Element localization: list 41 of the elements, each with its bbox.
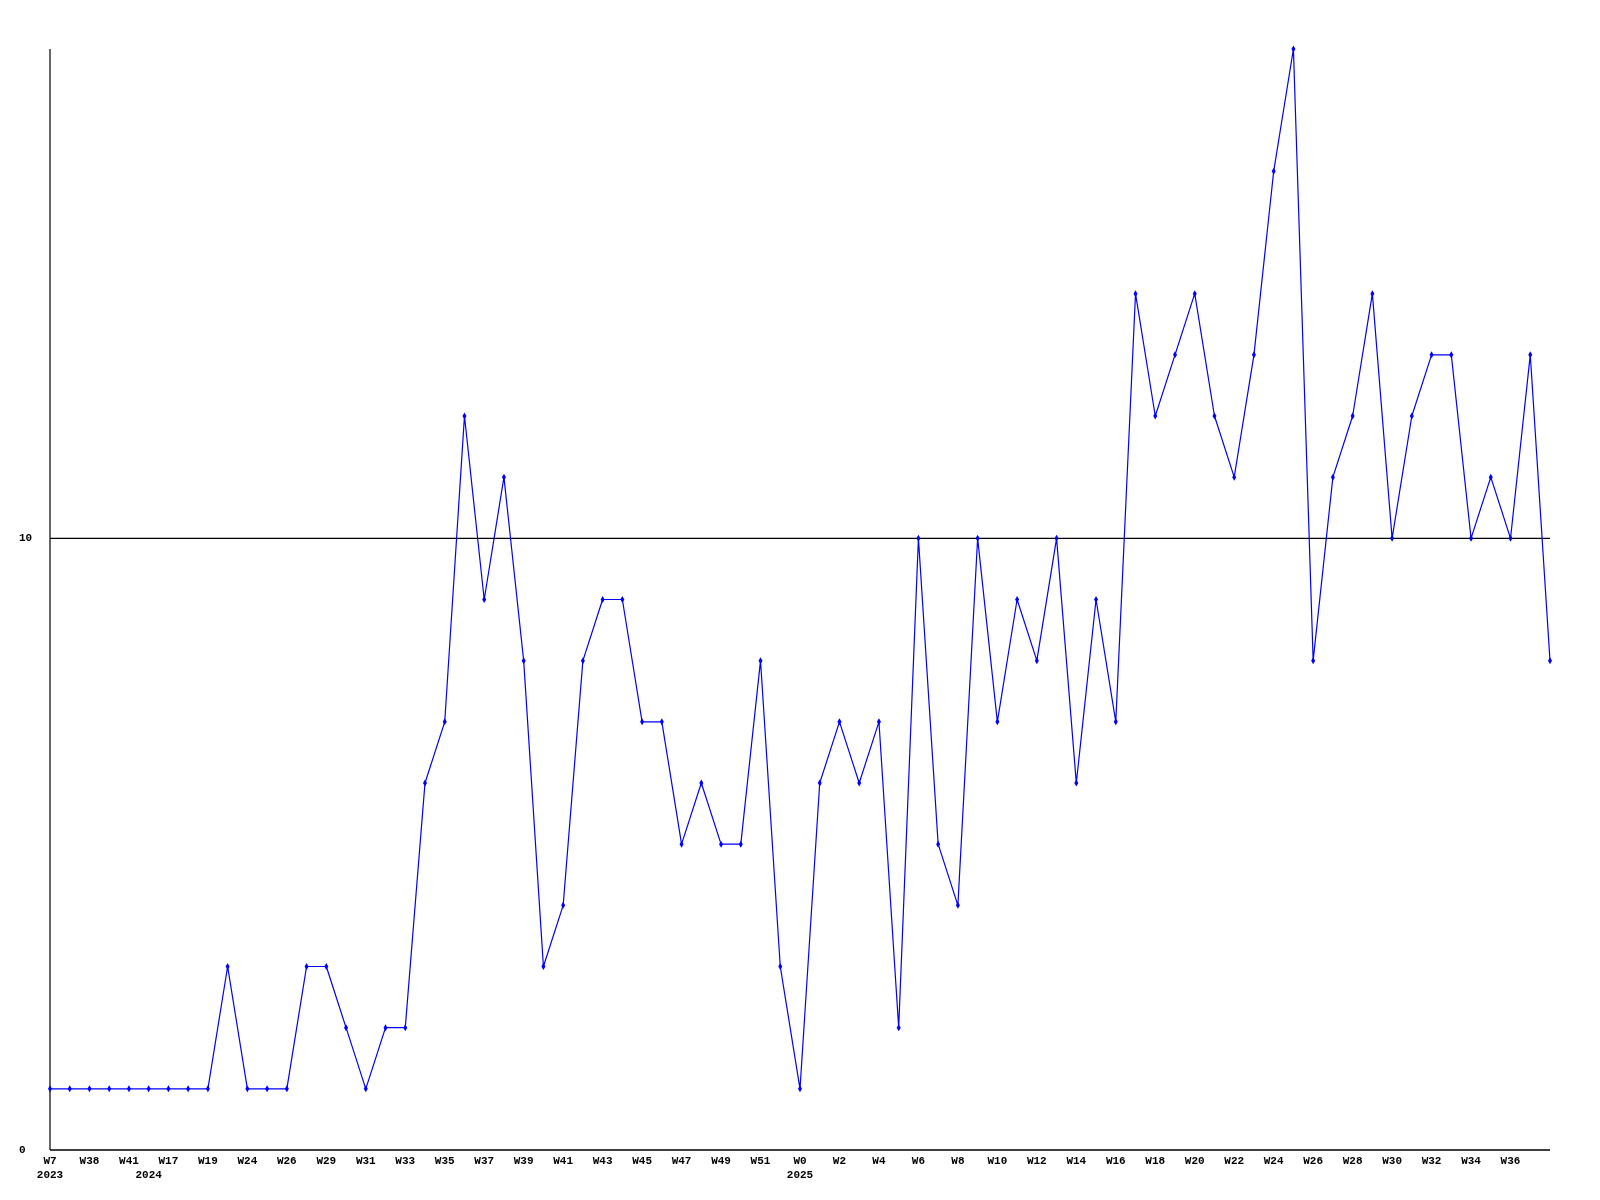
x-tick-label: W22 (1224, 1154, 1245, 1167)
x-tick-label: W19 (197, 1154, 218, 1167)
x-tick-label: W26 (276, 1154, 297, 1167)
x-tick-label: W24 (1263, 1154, 1284, 1167)
x-tick-label: W38 (79, 1154, 100, 1167)
x-tick-label: W31 (355, 1154, 377, 1167)
x-tick-label: W10 (987, 1154, 1008, 1167)
x-tick-label: W47 (671, 1154, 692, 1167)
x-tick-label: W36 (1500, 1154, 1521, 1167)
x-tick-label: W41 (553, 1154, 574, 1167)
x-tick-label: W33 (395, 1154, 416, 1167)
x-tick-label: W37 (474, 1154, 495, 1167)
x-tick-label: W8 (951, 1154, 965, 1167)
x-tick-label: W45 (632, 1154, 653, 1167)
x-tick-label: W24 (237, 1154, 258, 1167)
x-tick-label: W29 (316, 1154, 337, 1167)
x-tick-label: W6 (911, 1154, 926, 1167)
x-tick-label: W20 (1184, 1154, 1205, 1167)
x-tick-label: W49 (711, 1154, 731, 1167)
x-tick-label: W32 (1421, 1154, 1442, 1167)
x-tick-label: W26 (1303, 1154, 1324, 1167)
x-tick-label: W35 (434, 1154, 456, 1167)
x-tick-label: W7 2023 (36, 1154, 64, 1181)
x-tick-label: W51 (750, 1154, 771, 1167)
x-tick-label: W34 (1461, 1154, 1482, 1167)
x-tick-label: W2 (832, 1154, 847, 1167)
x-tick-label: W12 (1026, 1154, 1047, 1167)
y-tick-label: 10 (19, 532, 33, 545)
x-tick-label: W28 (1342, 1154, 1363, 1167)
x-tick-label: W16 (1105, 1154, 1126, 1167)
x-tick-label: W41 (119, 1154, 140, 1167)
x-tick-label: W17 (158, 1154, 179, 1167)
x-tick-label: W30 (1382, 1154, 1403, 1167)
y-tick-label: 0 (19, 1143, 26, 1156)
x-tick-label: W0 2025 (786, 1154, 814, 1181)
x-tick-label: W18 (1145, 1154, 1166, 1167)
x-tick-label: 2024 (135, 1168, 163, 1181)
x-tick-label: W14 (1066, 1154, 1087, 1167)
x-tick-label: W39 (513, 1154, 534, 1167)
x-tick-label: W43 (592, 1154, 613, 1167)
x-tick-label: W4 (872, 1154, 886, 1167)
